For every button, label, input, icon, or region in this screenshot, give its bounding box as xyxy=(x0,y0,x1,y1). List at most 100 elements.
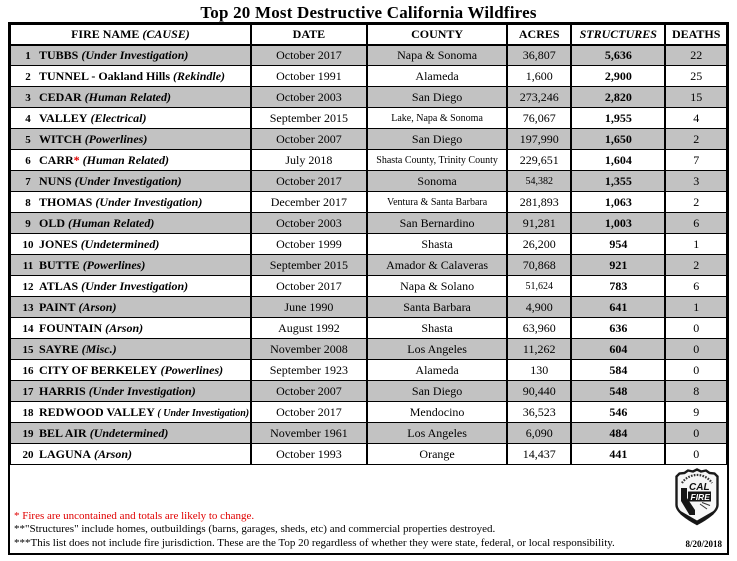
fire-date: December 2017 xyxy=(249,191,368,213)
fire-structures: 1,063 xyxy=(570,191,666,213)
fire-cause: (Under Investigation) xyxy=(71,173,182,188)
row-rank: 10 xyxy=(22,238,34,251)
fire-deaths: 0 xyxy=(664,359,728,381)
fire-deaths: 0 xyxy=(664,338,728,360)
fire-county: Shasta xyxy=(365,317,508,339)
fire-name: REDWOOD VALLEY xyxy=(39,404,155,419)
fire-county: Amador & Calaveras xyxy=(365,254,508,276)
fire-name: HARRIS xyxy=(39,383,86,398)
table-row: 9 OLD (Human Related) October 2003 San Be… xyxy=(9,212,728,234)
fire-name-header-label: FIRE NAME xyxy=(71,26,140,41)
fire-cause: (Misc.) xyxy=(78,341,117,356)
logo-fire-text: FIRE xyxy=(691,492,711,502)
cal-fire-logo: CAL FIRE xyxy=(675,468,719,526)
footnote: ***This list does not include fire juris… xyxy=(14,536,615,549)
fire-cause: (Powerlines) xyxy=(157,362,224,377)
wildfire-table: FIRE NAME (CAUSE) DATE COUNTY ACRES STRU… xyxy=(9,24,728,465)
fire-date: July 2018 xyxy=(249,149,368,171)
fire-date: October 2017 xyxy=(249,401,368,423)
row-rank: 1 xyxy=(25,49,31,62)
logo-cal-text: CAL xyxy=(689,482,710,493)
fire-deaths: 6 xyxy=(664,212,728,234)
badge-rim-text xyxy=(681,473,713,484)
fire-cause: (Undetermined) xyxy=(86,425,169,440)
table-row: 8 THOMAS (Under Investigation) December 2… xyxy=(9,191,728,213)
wildfire-table-frame: FIRE NAME (CAUSE) DATE COUNTY ACRES STRU… xyxy=(8,22,729,555)
fire-date: October 2017 xyxy=(249,44,368,66)
fire-date: September 2015 xyxy=(249,107,368,129)
table-row: 6 CARR* (Human Related) July 2018 Shasta … xyxy=(9,149,728,171)
fire-structures: 921 xyxy=(570,254,666,276)
fire-structures: 1,604 xyxy=(570,149,666,171)
fire-cause: (Human Related) xyxy=(81,89,172,104)
table-row: 18 REDWOOD VALLEY ( Under Investigation) … xyxy=(9,401,728,423)
fire-acres: 14,437 xyxy=(506,443,572,465)
fire-acres: 229,651 xyxy=(506,149,572,171)
row-rank: 19 xyxy=(22,427,34,440)
fire-structures: 783 xyxy=(570,275,666,297)
col-header-deaths: DEATHS xyxy=(664,24,728,46)
report-date: 8/20/2018 xyxy=(685,539,722,549)
fire-name: CEDAR xyxy=(39,89,82,104)
fire-name: CARR xyxy=(39,152,74,167)
fire-county: San Bernardino xyxy=(365,212,508,234)
fire-name: VALLEY xyxy=(39,110,88,125)
table-row: 15 SAYRE (Misc.) November 2008 Los Angele… xyxy=(9,338,728,360)
footnotes: * Fires are uncontained and totals are l… xyxy=(14,510,663,551)
fire-county: Shasta County, Trinity County xyxy=(365,149,508,171)
fire-structures: 5,636 xyxy=(570,44,666,66)
table-header-row: FIRE NAME (CAUSE) DATE COUNTY ACRES STRU… xyxy=(9,24,728,46)
fire-structures: 1,003 xyxy=(570,212,666,234)
fire-county: Lake, Napa & Sonoma xyxy=(365,107,508,129)
fire-deaths: 2 xyxy=(664,128,728,150)
table-row: 5 WITCH (Powerlines) October 2007 San Die… xyxy=(9,128,728,150)
fire-cause: (Under Investigation) xyxy=(85,383,196,398)
fire-date: September 2015 xyxy=(249,254,368,276)
fire-county: Orange xyxy=(365,443,508,465)
logo-ray xyxy=(701,502,711,506)
fire-date: October 2003 xyxy=(249,86,368,108)
uncontained-asterisk: * xyxy=(73,152,80,167)
fire-structures: 636 xyxy=(570,317,666,339)
table-row: 11 BUTTE (Powerlines) September 2015 Amad… xyxy=(9,254,728,276)
fire-name: TUBBS xyxy=(39,47,79,62)
fire-county: Los Angeles xyxy=(365,422,508,444)
fire-name: TUNNEL - Oakland Hills xyxy=(39,68,171,83)
fire-deaths: 0 xyxy=(664,422,728,444)
fire-deaths: 1 xyxy=(664,296,728,318)
fire-date: August 1992 xyxy=(249,317,368,339)
fire-acres: 6,090 xyxy=(506,422,572,444)
fire-county: Shasta xyxy=(365,233,508,255)
fire-cause: (Rekindle) xyxy=(170,68,226,83)
fire-acres: 281,893 xyxy=(506,191,572,213)
fire-acres: 197,990 xyxy=(506,128,572,150)
fire-county: Mendocino xyxy=(365,401,508,423)
fire-structures: 2,820 xyxy=(570,86,666,108)
fire-cause: (Undetermined) xyxy=(77,236,160,251)
fire-acres: 51,624 xyxy=(506,275,572,297)
row-rank: 14 xyxy=(22,322,34,335)
fire-name: BUTTE xyxy=(39,257,80,272)
logo-ray xyxy=(699,503,708,510)
fire-county: Los Angeles xyxy=(365,338,508,360)
row-rank: 17 xyxy=(22,385,34,398)
row-rank: 2 xyxy=(25,70,31,83)
fire-deaths: 25 xyxy=(664,65,728,87)
fire-acres: 76,067 xyxy=(506,107,572,129)
row-rank: 9 xyxy=(25,217,31,230)
fire-name: ATLAS xyxy=(39,278,79,293)
col-header-county: COUNTY xyxy=(365,24,508,46)
fire-cause: (Human Related) xyxy=(79,152,170,167)
table-row: 10 JONES (Undetermined) October 1999 Shas… xyxy=(9,233,728,255)
fire-cause: (Human Related) xyxy=(65,215,155,230)
fire-deaths: 22 xyxy=(664,44,728,66)
fire-cause: (Powerlines) xyxy=(79,257,146,272)
fire-name: LAGUNA xyxy=(39,446,92,461)
fire-date: October 2017 xyxy=(249,170,368,192)
fire-deaths: 9 xyxy=(664,401,728,423)
table-row: 20 LAGUNA (Arson) October 1993 Orange 14,… xyxy=(9,443,728,465)
table-row: 19 BEL AIR (Undetermined) November 1961 L… xyxy=(9,422,728,444)
fire-cause: (Under Investigation) xyxy=(78,278,189,293)
col-header-structures: STRUCTURES xyxy=(570,24,666,46)
